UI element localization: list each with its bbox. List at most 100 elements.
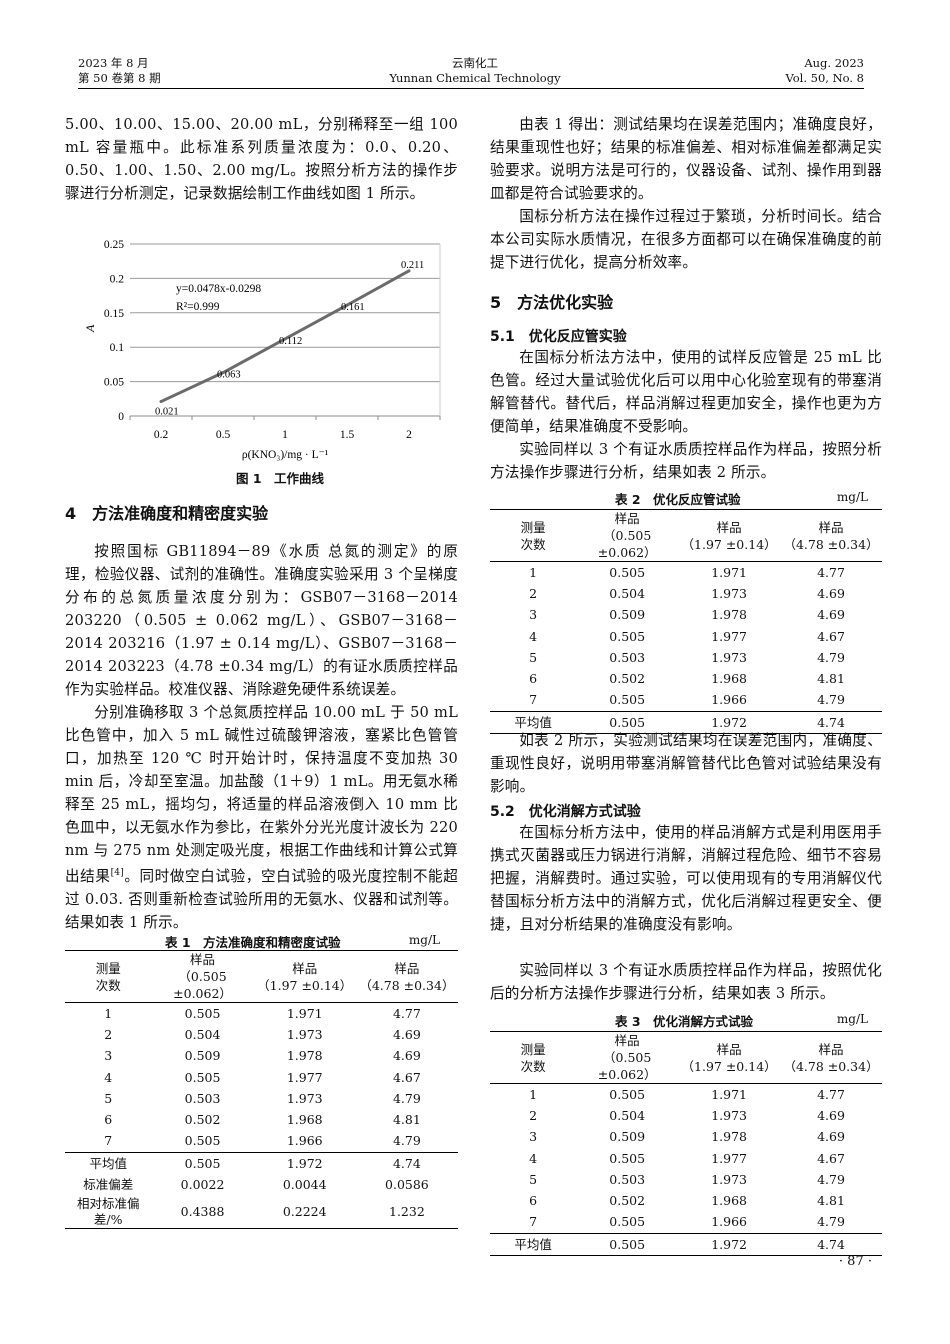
paragraph: 国标分析方法在操作过程过于繁琐，分析时间长。结合本公司实际水质情况，在很多方面都…: [490, 208, 882, 271]
header-line: 次数: [95, 977, 121, 993]
table-cell: 0.0044: [282, 1177, 327, 1193]
table-unit: mg/L: [408, 933, 440, 947]
x-tick-label: 1: [282, 429, 288, 441]
table-cell: 4.77: [392, 1005, 421, 1021]
table-row: 4 0.505 1.977 4.67: [490, 1148, 882, 1169]
x-tick-label: 0.5: [216, 429, 231, 441]
table-cell: 0.505: [184, 1005, 221, 1021]
table-cell: 1.966: [286, 1133, 323, 1149]
x-tick-label: 1.5: [340, 429, 355, 441]
table-title: 表 3 优化消解方式试验: [615, 1014, 754, 1029]
table-cell: 1.972: [711, 1236, 747, 1252]
table-3: 测量 次数 样品 （0.505 ±0.062） 样品 （1.97 ±0.14） 样品 （4.7…: [490, 1031, 882, 1256]
table-cell: 4: [529, 1150, 538, 1166]
table-row: 3 0.509 1.978 4.69: [65, 1046, 458, 1067]
table-row: 6 0.502 1.968 4.81: [65, 1109, 458, 1130]
section-heading-5-1: 5.1 优化反应管实验: [490, 329, 627, 345]
table-row: 1 0.505 1.971 4.77: [490, 562, 882, 584]
table-cell: 0.505: [609, 564, 646, 580]
citation-ref[interactable]: [4]: [110, 868, 124, 878]
table-cell: 4.67: [392, 1069, 421, 1085]
table-cell: 7: [529, 1214, 538, 1230]
paragraph-text: 。同时做空白试验，空白试验的吸光度控制不能超过 0.03. 否则重新检查试验所用…: [65, 867, 458, 931]
table-cell: 0.509: [609, 607, 646, 623]
table-cell: 5: [104, 1090, 113, 1106]
table-cell: 4.67: [817, 628, 845, 644]
paragraph: 在国标分析法方法中，使用的试样反应管是 25 mL 比色管。经过大量试验优化后可…: [490, 349, 882, 435]
table-cell: 0.502: [184, 1112, 221, 1128]
table-cell: 6: [529, 671, 538, 687]
table-row: 6 0.502 1.968 4.81: [490, 1190, 882, 1211]
section-heading-5: 5 方法优化实验: [490, 293, 614, 312]
table-header-row: 测量 次数 样品 （0.505 ±0.062） 样品 （1.97 ±0.14） 样品 （4.7…: [490, 509, 882, 562]
header-center: 云南化工 Yunnan Chemical Technology: [375, 56, 575, 86]
table-row: 3 0.509 1.978 4.69: [490, 1127, 882, 1148]
header-line: （1.97 ±0.14）: [257, 977, 353, 993]
table-cell: 0.505: [609, 692, 646, 708]
x-tick-label: 0.2: [154, 429, 169, 441]
y-tick-label: 0.25: [104, 239, 124, 251]
y-tick-label: 0.05: [104, 377, 124, 389]
header-line: 样品: [614, 511, 640, 526]
table-row: 5 0.503 1.973 4.79: [490, 647, 882, 668]
column-header: 测量 次数: [65, 951, 151, 1003]
table-1-block: 表 1 方法准确度和精密度试验 mg/L 测量 次数 样品 （0.505 ±0.062…: [65, 930, 458, 1229]
regression-equation: y=0.0478x-0.0298: [176, 283, 261, 295]
table-cell: 4.74: [817, 714, 845, 730]
table-cell: 平均值: [514, 1236, 552, 1252]
header-line: （0.505 ±0.062）: [597, 1050, 657, 1082]
table-cell: 6: [104, 1112, 113, 1128]
header-rule: [78, 88, 864, 89]
table-cell: 4.79: [817, 692, 845, 708]
column-header: 样品 （1.97 ±0.14）: [254, 951, 356, 1003]
paragraph: 在国标分析方法中，使用的样品消解方式是利用医用手携式灭菌器或压力锅进行消解，消解…: [490, 824, 882, 933]
paragraph: 由表 1 得出：测试结果均在误差范围内；准确度良好，结果重现性也好；结果的标准偏…: [490, 116, 882, 202]
header-line: （0.505 ±0.062）: [597, 528, 657, 560]
working-curve-chart: 0 0.05 0.1 0.15 0.2 0.25 0.2 0.5 1 1.5 2 0.021 0.063…: [83, 239, 441, 461]
table-2-block: 表 2 优化反应管试验 mg/L 测量 次数 样品 （0.505 ±0.062） 样品（…: [490, 487, 882, 734]
table-cell: 3: [104, 1048, 113, 1064]
table-cell: 0.504: [609, 585, 646, 601]
data-label: 0.112: [279, 336, 302, 347]
header-line: （4.78 ±0.34）: [783, 1058, 879, 1074]
table-cell: 1: [529, 564, 538, 580]
table-title: 表 2 优化反应管试验: [615, 492, 741, 507]
data-label: 0.211: [401, 260, 424, 271]
issue-date-en: Aug. 2023: [804, 56, 864, 70]
table-cell: 平均值: [514, 714, 552, 730]
data-point: [159, 400, 163, 404]
table-cell: 1.973: [711, 649, 747, 665]
data-label: 0.063: [217, 370, 241, 381]
volume-issue: 第 50 卷第 8 期: [78, 71, 161, 85]
table-cell: 4.79: [817, 649, 845, 665]
x-axis-label: ρ(KNO₃)/mg · L⁻¹: [242, 449, 329, 461]
table-cell: 1.972: [286, 1155, 323, 1171]
summary-row: 平均值 0.505 1.972 4.74: [490, 711, 882, 734]
table-row: 5 0.503 1.973 4.79: [490, 1169, 882, 1190]
table-cell: 1.232: [389, 1203, 425, 1219]
table-cell: 1.973: [711, 1107, 747, 1123]
table-cell: 0.503: [609, 649, 646, 665]
page-number: · 87 ·: [838, 1254, 872, 1269]
y-tick-label: 0.1: [110, 342, 125, 354]
table-1: 测量 次数 样品 （0.505 ±0.062） 样品 （1.97 ±0.14） 样品 （4.7…: [65, 950, 458, 1229]
header-line: 样品: [716, 519, 742, 535]
header-line: 样品: [292, 960, 318, 976]
column-header: 样品 （0.505 ±0.062）: [576, 1032, 678, 1084]
table-row: 5 0.503 1.973 4.79: [65, 1088, 458, 1109]
table-cell: 4.69: [817, 1129, 845, 1145]
table-header-row: 测量 次数 样品 （0.505 ±0.062） 样品 （1.97 ±0.14） 样品 （4.7…: [490, 1031, 882, 1084]
column-header: 样品 （4.78 ±0.34）: [780, 1032, 882, 1084]
table-cell: 4.79: [392, 1133, 421, 1149]
y-axis-label: A: [83, 324, 97, 333]
journal-name-en: Yunnan Chemical Technology: [389, 71, 561, 85]
table-cell: 5: [529, 649, 538, 665]
header-line: 样品: [394, 960, 420, 976]
table-cell: 0.504: [609, 1107, 646, 1123]
table-cell: 1.973: [286, 1090, 323, 1106]
table-title: 表 1 方法准确度和精密度试验: [165, 935, 341, 950]
summary-row: 相对标准偏差/% 0.4388 0.2224 1.232: [65, 1196, 458, 1229]
issue-date: 2023 年 8 月: [78, 56, 149, 70]
table-3-block: 表 3 优化消解方式试验 mg/L 测量 次数 样品 （0.505 ±0.062） 样品…: [490, 1009, 882, 1256]
